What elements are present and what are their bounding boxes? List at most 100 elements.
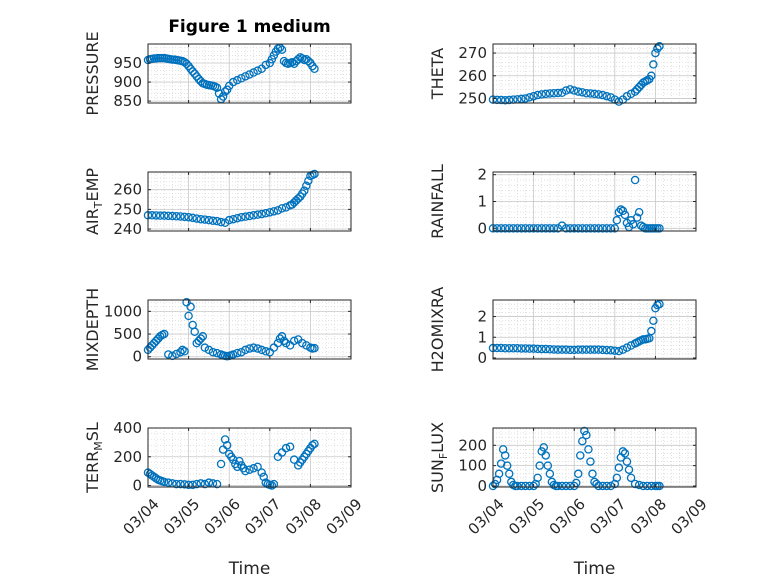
data-point (196, 214, 206, 224)
data-point (186, 302, 195, 312)
data-point (253, 210, 262, 219)
y-tick-label: 270 (458, 44, 487, 62)
data-point (235, 456, 244, 466)
data-point (602, 91, 611, 101)
data-point (630, 479, 640, 489)
data-point (216, 459, 226, 469)
data-point (220, 435, 230, 444)
data-point (241, 345, 250, 355)
data-point (212, 479, 222, 489)
data-point (647, 326, 656, 336)
data-point (308, 441, 317, 450)
data-point (521, 224, 530, 233)
data-point (180, 212, 189, 222)
data-point (310, 343, 319, 353)
data-point (198, 332, 208, 341)
data-point (598, 345, 607, 355)
data-point (630, 175, 640, 185)
y-tick-label: 2 (477, 166, 487, 184)
axes-frame (492, 43, 697, 104)
data-point (504, 343, 514, 353)
data-point (521, 481, 530, 491)
data-point (638, 481, 648, 491)
data-point (574, 469, 583, 479)
data-point (584, 445, 593, 454)
y-tick-label: 0 (477, 349, 487, 367)
data-point (541, 89, 551, 99)
data-point (598, 224, 607, 233)
data-point (249, 343, 258, 352)
data-point (184, 480, 193, 490)
data-point (277, 332, 287, 341)
data-point (182, 59, 191, 69)
data-point (537, 344, 546, 354)
data-point (241, 212, 250, 221)
data-point (594, 345, 603, 354)
data-point (249, 464, 258, 473)
data-point (525, 344, 534, 353)
y-tick-label: 200 (113, 448, 142, 466)
y-axis-label-main: H2OMIXRA (428, 287, 447, 373)
data-point (502, 461, 512, 470)
data-point (496, 224, 506, 233)
data-point (293, 194, 303, 203)
data-point (628, 220, 638, 229)
axes-frame (492, 299, 697, 360)
data-point (517, 344, 526, 353)
data-point (529, 481, 538, 491)
axes-frame (147, 299, 352, 360)
y-axis-label: TERRMSL (83, 422, 105, 494)
data-point (281, 443, 291, 453)
data-point (543, 461, 553, 470)
data-point (612, 216, 622, 225)
data-point (602, 345, 611, 355)
data-point (229, 77, 238, 87)
data-point (535, 461, 544, 470)
data-point (553, 345, 563, 354)
y-axis-label: THETA (428, 48, 447, 100)
axes-frame (492, 427, 697, 488)
data-point (582, 430, 591, 440)
data-point (586, 89, 595, 98)
data-point (614, 463, 624, 472)
y-tick-label: 1 (477, 193, 487, 211)
y-axis-label-main: SUN (428, 459, 447, 493)
y-tick-label: 850 (113, 92, 142, 110)
data-point (561, 481, 571, 491)
y-tick-label: 250 (458, 89, 487, 107)
y-tick-label: 0 (132, 348, 142, 366)
axes-frame (147, 171, 352, 232)
y-axis-label-tail: EMP (83, 168, 102, 202)
data-point (569, 86, 579, 95)
data-point (196, 334, 206, 343)
y-axis-label-main: THETA (428, 48, 447, 100)
data-point (233, 213, 242, 223)
data-point (582, 345, 591, 354)
data-point (594, 481, 603, 491)
y-tick-label: 400 (113, 419, 142, 437)
y-tick-label: 2 (477, 308, 487, 326)
data-point (176, 347, 185, 357)
y-axis-label: PRESSURE (83, 31, 102, 115)
data-point (300, 186, 309, 195)
data-point (651, 48, 660, 58)
data-point (159, 329, 169, 339)
data-point (237, 212, 246, 222)
axes-frame (147, 427, 352, 488)
data-point (277, 45, 287, 54)
data-point (602, 481, 611, 491)
y-axis-label: SUNFLUX (428, 422, 450, 493)
data-point (496, 343, 506, 353)
data-point (576, 451, 585, 460)
data-point (606, 346, 615, 355)
y-tick-label: 100 (458, 457, 487, 475)
data-point (310, 439, 319, 449)
y-tick-label: 900 (113, 73, 142, 91)
data-point (643, 481, 652, 491)
data-point (275, 334, 285, 343)
data-point (208, 347, 218, 357)
data-point (549, 88, 559, 98)
y-tick-label: 950 (113, 54, 142, 72)
data-point (594, 90, 603, 99)
data-point (184, 311, 193, 321)
